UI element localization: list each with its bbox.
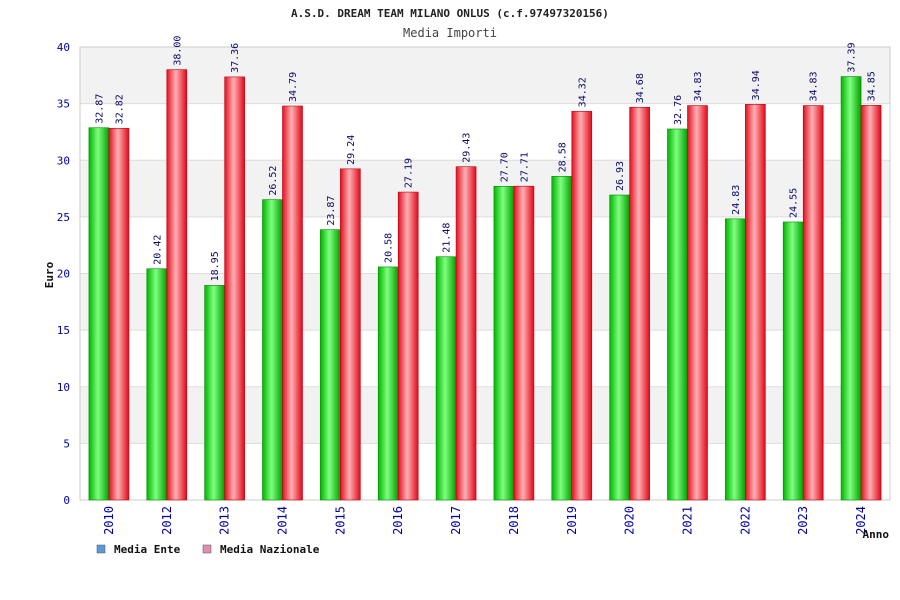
x-tick-label: 2013 [218, 506, 232, 535]
bar-ente [493, 185, 515, 501]
grid-band [80, 330, 890, 387]
plot-area: 0 5 10 15 20 25 30 35 40 32.87 32.82 2010 20.42 38.00… [57, 36, 891, 535]
bar-nazionale [340, 168, 361, 501]
y-tick-label: 35 [57, 98, 70, 111]
x-tick-label: 2018 [507, 506, 521, 535]
y-tick-label: 15 [57, 324, 70, 337]
bar-nazionale [455, 166, 477, 501]
x-tick-label: 2014 [276, 506, 290, 535]
data-label: 23.87 [326, 196, 337, 226]
x-tick-label: 2017 [449, 506, 463, 535]
grid-band [80, 273, 890, 331]
data-label: 27.19 [404, 158, 415, 188]
bar-ente [146, 268, 168, 501]
data-label: 37.36 [230, 43, 241, 73]
x-axis-label: Anno [863, 528, 890, 541]
data-label: 28.58 [557, 142, 568, 172]
legend-label-nazionale: Media Nazionale [220, 543, 320, 556]
data-label: 34.79 [288, 72, 299, 102]
grid-band [80, 47, 890, 104]
legend-swatch-ente [96, 544, 106, 554]
grid-band [80, 103, 890, 161]
grid-band [80, 386, 890, 444]
data-label: 34.32 [577, 77, 588, 107]
bar-ente [377, 266, 399, 501]
y-tick-label: 10 [57, 381, 70, 394]
x-tick-label: 2020 [623, 506, 637, 535]
x-tick-label: 2022 [738, 506, 752, 535]
bar-ente [320, 229, 341, 501]
data-label: 34.83 [693, 71, 704, 101]
data-label: 38.00 [172, 36, 183, 66]
grid-band [80, 160, 890, 217]
data-label: 24.83 [731, 185, 742, 215]
y-tick-label: 5 [63, 437, 70, 450]
x-tick-label: 2019 [565, 506, 579, 535]
data-label: 29.24 [346, 135, 357, 165]
grid-band [80, 443, 890, 500]
x-tick-label: 2015 [333, 506, 347, 535]
x-tick-label: 2010 [102, 506, 116, 535]
data-label: 21.48 [442, 223, 453, 253]
data-label: 27.70 [499, 152, 510, 182]
data-label: 29.43 [462, 133, 473, 163]
bar-nazionale [108, 128, 130, 501]
bar-nazionale [745, 104, 766, 501]
bar-nazionale [571, 111, 593, 501]
bar-ente [204, 285, 225, 501]
chart-subtitle: Media Importi [403, 26, 497, 40]
data-label: 32.82 [114, 94, 125, 124]
data-label: 26.93 [615, 161, 626, 191]
data-label: 20.42 [152, 235, 163, 265]
plot-frame [79, 46, 891, 501]
data-label: 18.95 [210, 251, 221, 281]
bar-nazionale [860, 105, 882, 501]
data-label: 27.71 [519, 152, 530, 182]
data-label: 32.76 [673, 95, 684, 125]
bar-ente [88, 127, 110, 501]
bar-nazionale [224, 76, 245, 501]
data-label: 37.39 [847, 42, 858, 72]
legend: Media Ente Media Nazionale [96, 543, 320, 556]
bar-ente [551, 176, 573, 501]
legend-swatch-nazionale [202, 544, 212, 554]
x-tick-label: 2024 [854, 506, 868, 535]
x-tick-label: 2012 [160, 506, 174, 535]
bar-nazionale [282, 105, 303, 501]
y-tick-label: 0 [63, 494, 70, 507]
grid-band [80, 216, 890, 274]
data-label: 32.87 [94, 94, 105, 124]
bar-nazionale [397, 191, 419, 501]
bar-nazionale [166, 69, 188, 501]
x-tick-label: 2023 [796, 506, 810, 535]
bar-nazionale [629, 106, 650, 501]
bar-nazionale [513, 185, 535, 501]
bar-ente [782, 221, 804, 501]
chart-title: A.S.D. DREAM TEAM MILANO ONLUS (c.f.9749… [291, 7, 609, 20]
bar-ente [667, 128, 688, 501]
y-tick-label: 40 [57, 41, 70, 54]
bar-ente [435, 256, 457, 501]
bar-nazionale [802, 105, 824, 501]
bar-ente [609, 194, 630, 501]
data-label: 34.94 [751, 70, 762, 100]
x-tick-label: 2021 [681, 506, 695, 535]
y-tick-label: 25 [57, 211, 70, 224]
data-label: 26.52 [268, 166, 279, 196]
y-tick-label: 30 [57, 154, 70, 167]
y-tick-label: 20 [57, 268, 70, 281]
bar-ente [840, 76, 862, 501]
bar-nazionale [687, 105, 708, 501]
data-label: 34.85 [867, 71, 878, 101]
data-label: 34.83 [809, 71, 820, 101]
data-label: 34.68 [635, 73, 646, 103]
x-tick-label: 2016 [391, 506, 405, 535]
y-axis-label: Euro [43, 261, 56, 288]
data-label: 20.58 [384, 233, 395, 263]
bar-ente [262, 199, 283, 501]
legend-label-ente: Media Ente [114, 543, 181, 556]
bar-ente [725, 218, 746, 501]
data-label: 24.55 [789, 188, 800, 218]
